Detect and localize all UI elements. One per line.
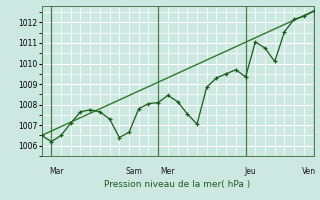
Text: Ven: Ven <box>302 167 316 176</box>
Text: Mer: Mer <box>161 167 175 176</box>
X-axis label: Pression niveau de la mer( hPa ): Pression niveau de la mer( hPa ) <box>104 180 251 189</box>
Text: Sam: Sam <box>125 167 142 176</box>
Text: Mar: Mar <box>49 167 63 176</box>
Text: Jeu: Jeu <box>244 167 256 176</box>
